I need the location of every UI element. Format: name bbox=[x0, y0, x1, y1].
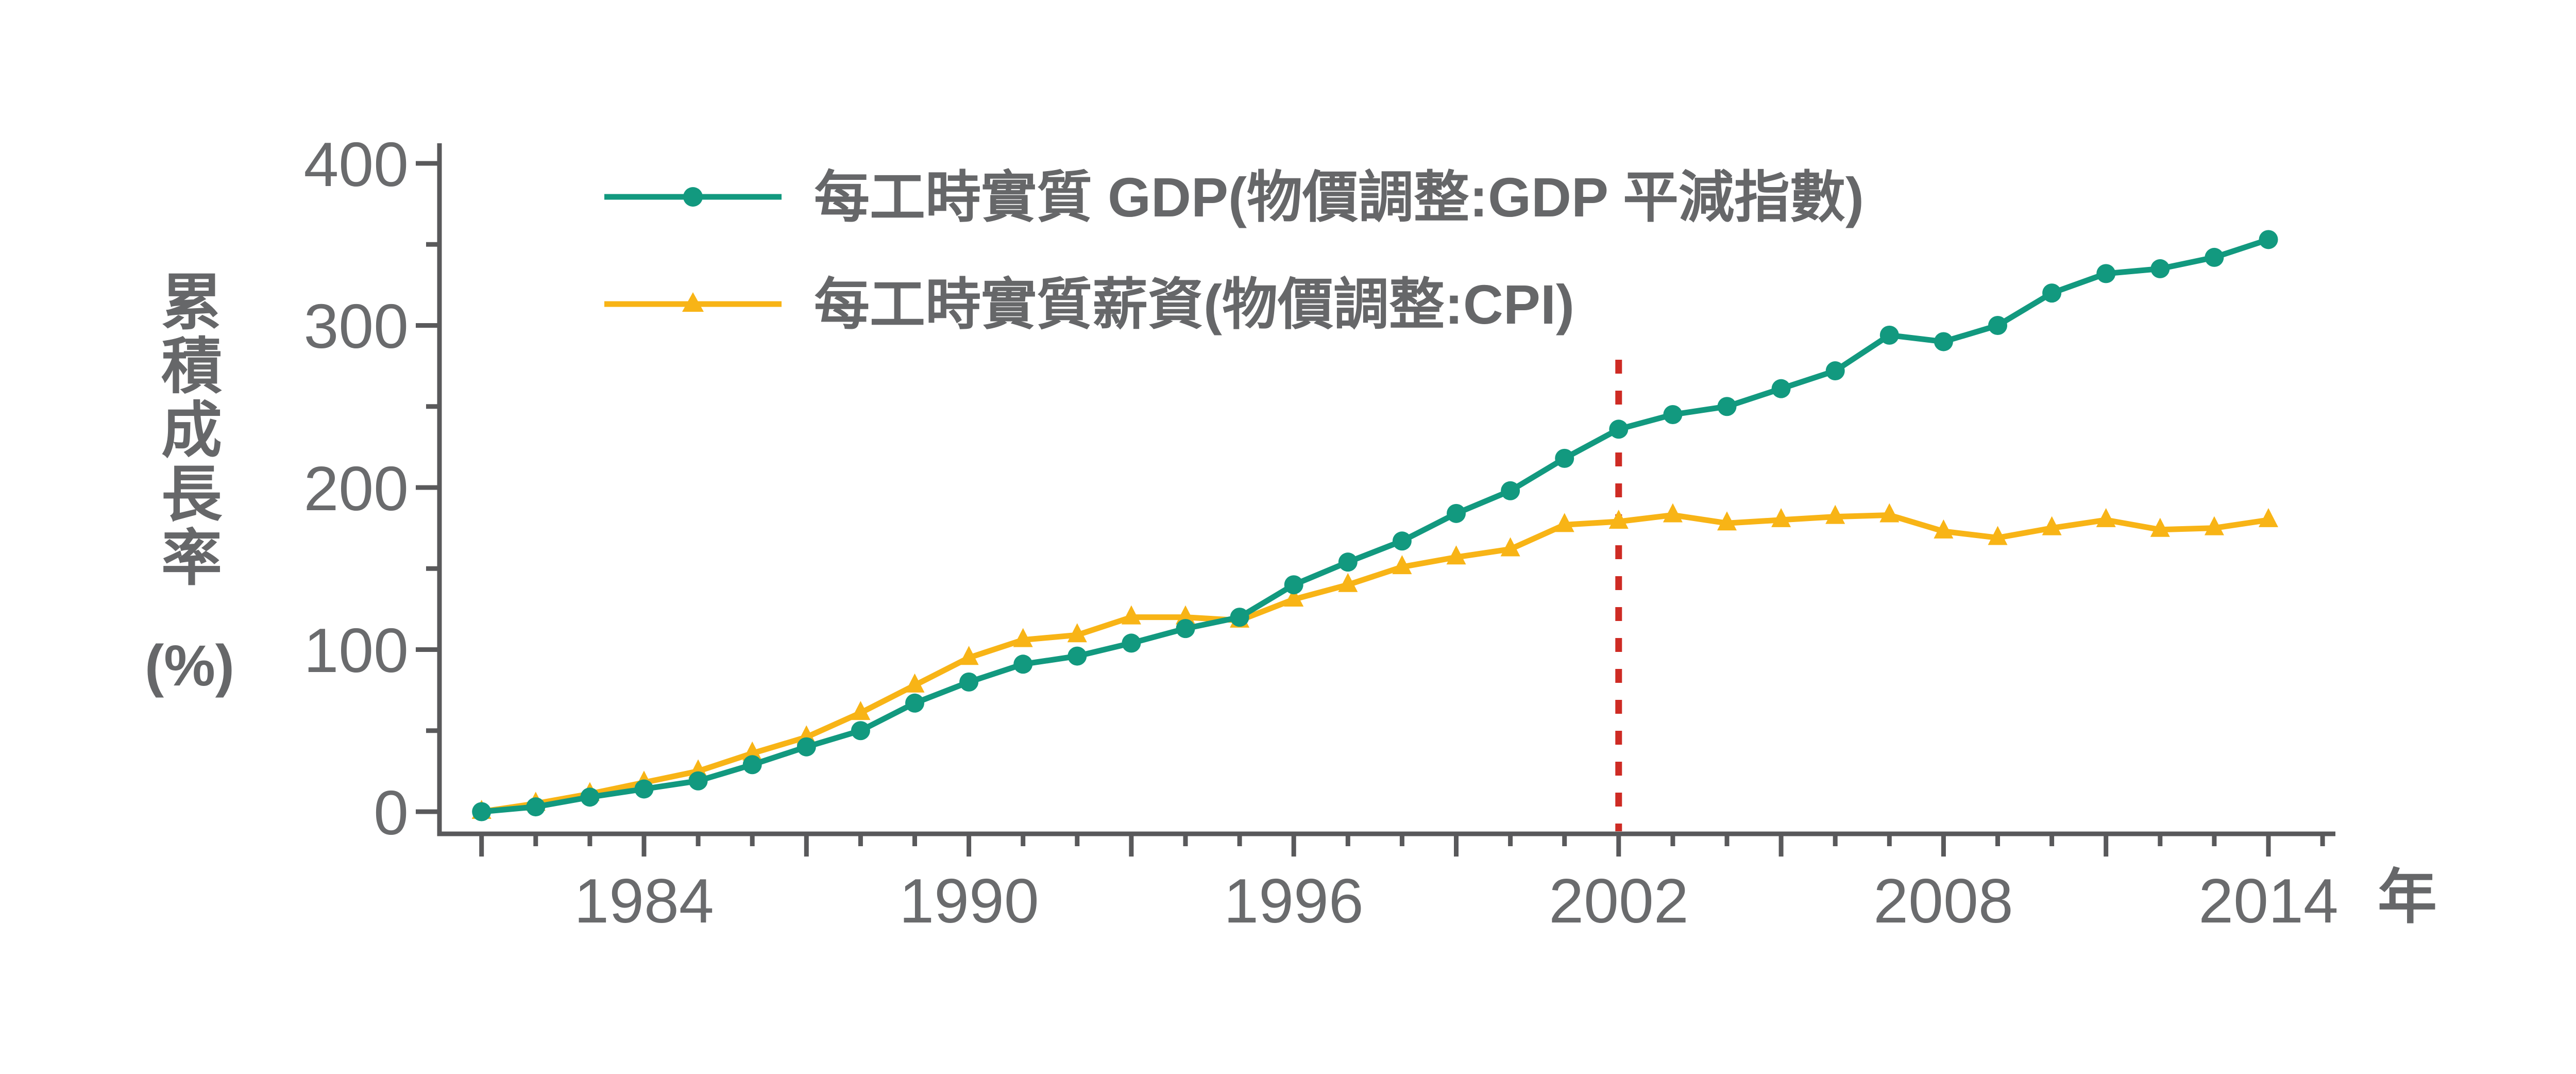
gdp-marker bbox=[634, 779, 654, 799]
wage-marker bbox=[1717, 511, 1737, 531]
legend-circle-icon bbox=[683, 187, 703, 207]
wage-marker bbox=[1284, 588, 1304, 607]
x-tick-label-1990: 1990 bbox=[899, 866, 1039, 936]
wage-marker bbox=[1013, 628, 1033, 647]
gdp-marker bbox=[2259, 230, 2278, 249]
gdp-marker bbox=[796, 737, 816, 757]
gdp-marker bbox=[1013, 655, 1033, 674]
gdp-marker bbox=[1609, 419, 1629, 439]
wage-marker bbox=[1934, 519, 1954, 539]
gdp-marker bbox=[1771, 379, 1791, 398]
wage-marker bbox=[905, 673, 925, 693]
gdp-marker bbox=[1447, 504, 1466, 523]
gdp-series-line bbox=[481, 237, 2269, 815]
gdp-marker bbox=[1879, 325, 1899, 345]
wage-marker bbox=[2204, 516, 2224, 535]
gdp-marker bbox=[1122, 633, 1141, 653]
wage-marker bbox=[1988, 526, 2008, 545]
wage-marker bbox=[742, 741, 762, 761]
x-tick-label-2008: 2008 bbox=[1873, 866, 2013, 936]
y-axis-title-char-4: 長 bbox=[161, 461, 223, 529]
wage-marker bbox=[1663, 503, 1683, 523]
x-tick-label-2002: 2002 bbox=[1549, 866, 1688, 936]
gdp-marker bbox=[905, 693, 924, 713]
wage-marker bbox=[1608, 510, 1629, 529]
wage-marker bbox=[1338, 573, 1358, 592]
gdp-marker bbox=[526, 797, 546, 817]
gdp-marker bbox=[1230, 608, 1249, 627]
legend-label-gdp: 每工時實質 GDP(物價調整:GDP 平減指數) bbox=[814, 166, 1864, 228]
wage-marker bbox=[1771, 508, 1791, 527]
wage-marker bbox=[2096, 508, 2116, 527]
x-tick-label-1996: 1996 bbox=[1224, 866, 1363, 936]
y-tick-label-300: 300 bbox=[303, 291, 409, 361]
gdp-marker bbox=[851, 721, 870, 741]
gdp-marker bbox=[1176, 619, 1195, 639]
wage-marker bbox=[1067, 623, 1087, 643]
gdp-marker bbox=[1555, 448, 1574, 468]
x-tick-label-2014: 2014 bbox=[2198, 866, 2338, 936]
x-tick-label-1984: 1984 bbox=[574, 866, 714, 936]
wage-marker bbox=[1176, 605, 1195, 625]
wage-marker bbox=[1879, 503, 1900, 523]
gdp-marker bbox=[2205, 247, 2224, 267]
legend-triangle-icon bbox=[682, 292, 704, 312]
y-axis-title-char-2: 積 bbox=[161, 333, 222, 401]
y-tick-label-200: 200 bbox=[303, 454, 409, 524]
gdp-marker bbox=[959, 672, 979, 692]
wage-series-line bbox=[481, 512, 2269, 815]
y-axis-unit-label: (%) bbox=[145, 633, 234, 698]
gdp-marker bbox=[472, 802, 492, 821]
wage-marker bbox=[1446, 545, 1466, 565]
gdp-marker bbox=[1338, 552, 1358, 572]
gdp-marker bbox=[1663, 405, 1683, 424]
wage-marker bbox=[1121, 605, 1141, 625]
y-tick-label-400: 400 bbox=[303, 129, 409, 199]
gdp-marker bbox=[742, 755, 762, 775]
gdp-marker bbox=[1717, 397, 1737, 416]
wage-marker bbox=[2042, 516, 2062, 535]
series-group bbox=[471, 230, 2278, 821]
gdp-marker bbox=[1988, 316, 2007, 335]
wage-marker bbox=[959, 646, 979, 665]
gdp-marker bbox=[1825, 361, 1845, 381]
y-axis-title-char-5: 率 bbox=[161, 525, 222, 593]
y-axis-title-char-1: 累 bbox=[161, 269, 222, 337]
wage-marker bbox=[2259, 508, 2278, 527]
y-axis-title-char-3: 成 bbox=[161, 397, 222, 465]
gdp-marker bbox=[1284, 575, 1303, 595]
gdp-marker bbox=[688, 771, 708, 791]
y-tick-label-0: 0 bbox=[374, 778, 409, 848]
wage-marker bbox=[851, 701, 871, 720]
gdp-marker bbox=[2096, 264, 2116, 283]
wage-marker bbox=[1500, 537, 1520, 557]
gdp-marker bbox=[1501, 481, 1520, 500]
gdp-marker bbox=[1067, 646, 1087, 666]
y-tick-label-100: 100 bbox=[303, 615, 409, 685]
x-axis-unit-label: 年 bbox=[2378, 864, 2437, 930]
wage-marker bbox=[1392, 555, 1412, 575]
wage-marker bbox=[1554, 513, 1574, 532]
gdp-marker bbox=[1392, 531, 1412, 551]
gdp-marker bbox=[2042, 283, 2062, 303]
legend-label-wage: 每工時實質薪資(物價調整:CPI) bbox=[814, 273, 1574, 335]
wage-marker bbox=[1825, 505, 1845, 524]
wage-marker bbox=[2150, 517, 2170, 537]
gdp-marker bbox=[580, 787, 600, 807]
gdp-marker bbox=[2150, 259, 2170, 278]
axes-group bbox=[416, 143, 2335, 857]
legend-markers-group bbox=[604, 187, 782, 312]
gdp-marker bbox=[1934, 332, 1953, 351]
